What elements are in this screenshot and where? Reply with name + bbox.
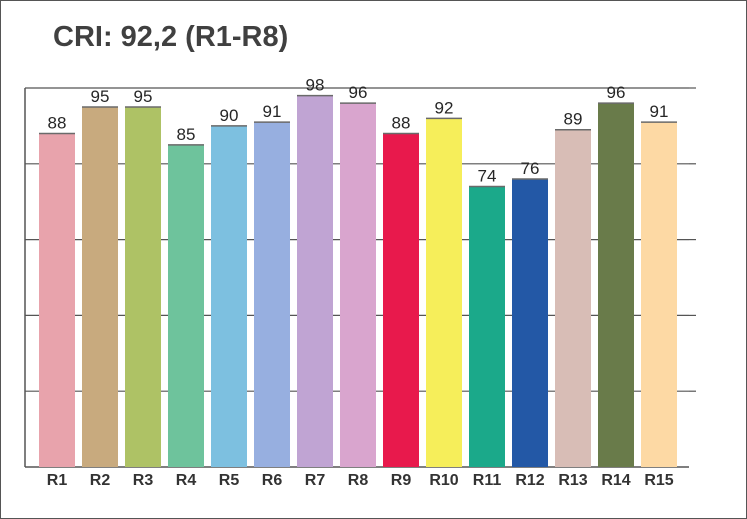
bar [297,95,333,467]
data-label: 91 [263,102,282,121]
bar [211,125,247,468]
x-tick-label: R7 [305,472,326,489]
data-label: 88 [48,113,67,132]
data-label: 91 [650,102,669,121]
x-tick-label: R8 [348,472,369,489]
data-label: 89 [564,110,583,129]
bar [254,122,290,468]
x-tick-label: R11 [473,472,502,489]
data-label: 92 [435,98,454,117]
x-tick-label: R15 [644,472,673,489]
bar [512,178,548,467]
bar [469,186,505,468]
bar [426,118,462,467]
data-label: 95 [91,87,110,106]
x-tick-label: R10 [429,472,458,489]
x-tick-label: R1 [47,472,68,489]
data-label: 96 [349,83,368,102]
data-label: 76 [521,159,540,178]
bar [125,106,161,467]
bar [340,103,376,467]
bar [555,129,591,467]
bar [39,133,75,468]
data-label: 74 [478,167,497,186]
x-tick-label: R13 [558,472,587,489]
data-label: 85 [177,125,196,144]
bar [641,122,677,468]
data-label: 96 [607,83,626,102]
data-label: 95 [134,87,153,106]
x-tick-label: R9 [391,472,412,489]
x-tick-label: R5 [219,472,240,489]
bar [168,144,204,467]
x-tick-label: R2 [90,472,111,489]
x-tick-label: R14 [601,472,630,489]
bar [598,103,634,467]
x-tick-label: R3 [133,472,154,489]
x-tick-label: R6 [262,472,283,489]
x-tick-label: R12 [515,472,544,489]
chart-title: CRI: 92,2 (R1-R8) [53,21,289,53]
bar [82,106,118,467]
data-label: 90 [220,106,239,125]
bar [383,133,419,468]
data-label: 98 [306,76,325,95]
data-label: 88 [392,113,411,132]
x-tick-label: R4 [176,472,197,489]
